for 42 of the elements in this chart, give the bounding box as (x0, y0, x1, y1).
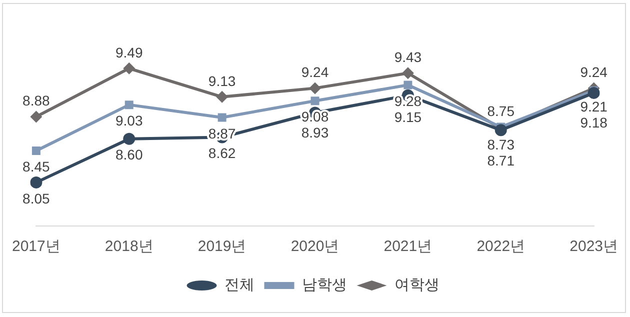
point (310, 96, 320, 106)
point (123, 132, 136, 145)
data-label: 9.15 (394, 108, 422, 125)
data-label: 9.49 (116, 44, 143, 60)
x-tick-label: 2019년 (198, 238, 246, 256)
x-tick-label: 2017년 (12, 238, 60, 256)
point (124, 100, 134, 110)
point (402, 67, 414, 80)
data-label: 9.43 (394, 49, 422, 66)
data-label: 9.18 (580, 114, 608, 130)
point (218, 113, 226, 122)
data-label: 9.24 (301, 64, 329, 80)
data-label: 8.93 (301, 124, 329, 141)
data-label: 9.21 (580, 98, 608, 114)
data-label: 8.60 (116, 146, 143, 163)
x-tick-label: 2021년 (384, 238, 432, 256)
data-label: 8.05 (22, 190, 50, 206)
point (30, 110, 42, 123)
data-label: 8.88 (22, 92, 50, 109)
data-label: 8.87 (208, 125, 236, 142)
data-label: 8.73 (487, 136, 515, 152)
data-label: 9.13 (208, 72, 236, 89)
point (588, 86, 600, 99)
data-label: 8.75 (487, 102, 515, 119)
data-label: 8.71 (487, 152, 515, 168)
legend-label: 여학생 (394, 276, 440, 294)
point (404, 80, 412, 90)
data-label: 9.03 (116, 112, 143, 129)
x-tick-label: 2020년 (290, 238, 340, 256)
data-label: 9.24 (580, 64, 608, 80)
data-label: 8.62 (208, 145, 236, 162)
point (309, 82, 321, 94)
x-tick-label: 2022년 (476, 238, 526, 256)
point (32, 146, 40, 156)
point (30, 176, 42, 188)
point (123, 62, 136, 74)
data-label: 8.45 (22, 158, 50, 175)
x-tick-label: 2023년 (570, 238, 618, 256)
x-tick-label: 2018년 (104, 238, 154, 256)
legend-label: 전체 (224, 276, 254, 294)
legend-label: 남학생 (302, 276, 347, 294)
point (216, 90, 228, 103)
